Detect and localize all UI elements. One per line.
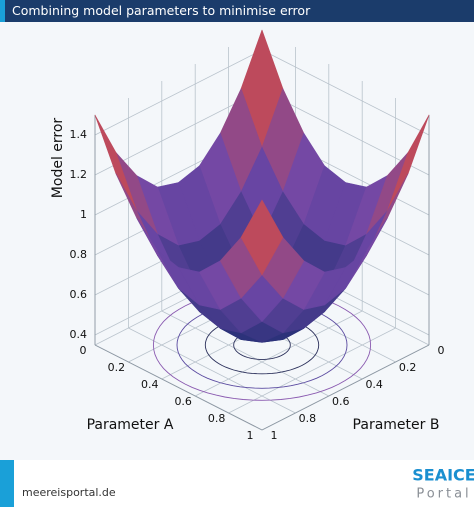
header-accent (0, 0, 5, 22)
grid-line (195, 310, 363, 397)
grid-line (94, 49, 263, 136)
y-tick-label: 0.4 (365, 378, 383, 391)
box-edge (94, 344, 263, 431)
grid-line (128, 327, 296, 414)
header-bar (0, 0, 474, 22)
z-tick-label: 1.4 (70, 128, 88, 141)
surface-patch (240, 199, 284, 276)
box-edge (261, 344, 430, 431)
x-tick-label: 1 (247, 429, 254, 442)
footer-accent (0, 460, 14, 507)
x-tick-label: 0.8 (208, 412, 226, 425)
x-tick-label: 0.2 (108, 361, 126, 374)
x-tick-label: 0.4 (141, 378, 159, 391)
y-tick-label: 0 (438, 344, 445, 357)
z-tick-label: 1 (80, 208, 87, 221)
grid-line (161, 310, 329, 397)
z-axis-title: Model error (50, 118, 66, 199)
logo-top: SEAICE (412, 466, 474, 485)
floor-contour (152, 289, 372, 401)
z-tick-label: 0.6 (70, 288, 88, 301)
x-axis-title: Parameter A (87, 417, 174, 433)
z-tick-label: 1.2 (70, 168, 88, 181)
grid-line (261, 49, 430, 136)
floor-contour (176, 301, 348, 389)
y-axis-title: Parameter B (353, 417, 440, 433)
y-tick-label: 0.6 (332, 395, 350, 408)
labels: 0.4 0.6 0.8 1 1.2 1.4 0 0.2 0.4 0.6 0.8 1 0 0.2 0.4 0.6… (70, 128, 445, 442)
header-title: Combining model parameters to minimise e… (12, 3, 311, 18)
footer-site: meereisportal.de (22, 486, 116, 499)
y-tick-label: 0.2 (399, 361, 417, 374)
grid-line (228, 327, 396, 414)
y-tick-label: 0.8 (299, 412, 317, 425)
y-tick-label: 1 (271, 429, 278, 442)
logo-bottom: Portal (416, 487, 471, 502)
footer (0, 460, 474, 507)
surface (94, 29, 430, 343)
x-tick-label: 0 (80, 344, 87, 357)
z-tick-label: 0.8 (70, 248, 88, 261)
z-tick-label: 0.4 (70, 328, 88, 341)
x-tick-label: 0.6 (174, 395, 192, 408)
